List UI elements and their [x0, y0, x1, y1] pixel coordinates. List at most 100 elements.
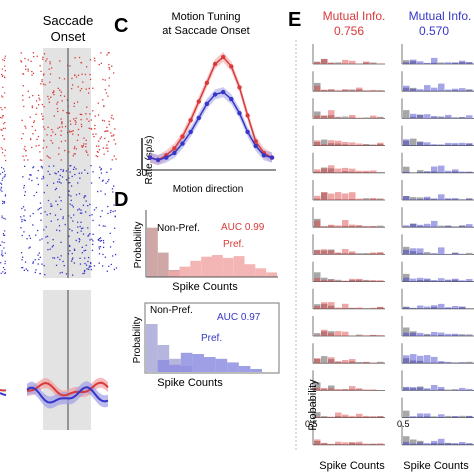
raster-spike	[112, 135, 114, 137]
raster-spike	[3, 176, 5, 178]
raster-spike	[107, 95, 109, 97]
raster-spike	[4, 230, 6, 232]
panel-letter-d: D	[114, 189, 128, 211]
raster-spike	[21, 234, 23, 237]
raster-spike	[54, 188, 57, 191]
mini-bar-pref	[403, 139, 410, 146]
mini-bar-pref	[424, 62, 431, 64]
raster-spike	[29, 237, 32, 239]
raster-spike	[31, 125, 33, 128]
mini-bar-nonpref	[424, 198, 431, 200]
raster-spike	[53, 182, 55, 184]
raster-spike	[80, 209, 82, 211]
mini-bar-nonpref	[377, 90, 384, 92]
raster-spike	[72, 257, 74, 259]
histogram-bar	[147, 227, 158, 277]
mini-bar-pref	[377, 90, 384, 92]
raster-spike	[74, 146, 76, 148]
raster-spike	[27, 90, 29, 92]
raster-spike	[82, 145, 84, 147]
mini-bar-pref	[445, 253, 452, 255]
raster-spike	[57, 127, 59, 129]
raster-spike	[21, 119, 23, 121]
mini-bar-pref	[431, 57, 438, 64]
mini-bar-pref	[452, 143, 459, 146]
mini-bar-nonpref	[459, 199, 466, 200]
raster-spike	[41, 238, 43, 240]
raster-spike	[28, 235, 30, 237]
raster-spike	[2, 152, 4, 154]
mini-bar-nonpref	[342, 116, 349, 119]
mini-bar-pref	[335, 389, 342, 391]
mini-bar-nonpref	[370, 117, 377, 119]
mini-bar-nonpref	[403, 327, 410, 336]
raster-spike	[104, 79, 106, 81]
mini-bar-nonpref	[452, 144, 459, 146]
mini-bar-pref	[321, 417, 328, 418]
raster-spike	[71, 87, 73, 90]
histogram-bar	[168, 271, 180, 277]
raster-spike	[45, 236, 47, 238]
tuning-point	[245, 113, 250, 118]
mini-bar-nonpref	[342, 253, 349, 255]
raster-spike	[51, 67, 53, 69]
mini-bar-pref	[417, 277, 424, 282]
mini-bar-pref	[431, 305, 438, 309]
mini-bar-pref	[342, 331, 349, 336]
raster-spike	[89, 113, 91, 115]
mini-bar-nonpref	[321, 331, 328, 336]
raster-spike	[69, 130, 71, 132]
raster-spike	[84, 195, 87, 197]
raster-spike	[106, 144, 108, 146]
raster-spike	[49, 73, 52, 75]
mini-bar-pref	[342, 59, 349, 64]
raster-spike	[72, 220, 74, 222]
mini-bar-pref	[349, 142, 356, 146]
raster-spike	[60, 241, 62, 243]
mini-bar-nonpref	[452, 226, 459, 228]
raster-spike	[53, 165, 55, 167]
raster-spike	[77, 128, 80, 131]
mini-bar-pref	[363, 280, 370, 282]
raster-spike	[98, 140, 100, 142]
mini-bar-pref	[459, 171, 466, 173]
raster-spike	[41, 167, 43, 169]
mini-bar-pref	[314, 62, 321, 64]
raster-spike	[59, 258, 61, 261]
raster-spike	[111, 159, 113, 161]
mini-bar-nonpref	[445, 172, 452, 173]
mini-bar-nonpref	[356, 253, 363, 255]
mini-bar-pref	[349, 308, 356, 309]
raster-spike	[39, 239, 41, 241]
raster-spike	[92, 133, 94, 135]
raster-spike	[92, 110, 94, 112]
raster-spike	[71, 230, 73, 232]
mini-bar-pref	[370, 335, 377, 336]
mini-bar-pref	[445, 114, 452, 119]
raster-spike	[41, 159, 43, 161]
raster-spike	[51, 142, 54, 144]
raster-spike	[20, 60, 22, 62]
mini-bar-nonpref	[431, 443, 438, 445]
raster-spike	[31, 70, 33, 73]
raster-spike	[103, 153, 105, 155]
mini-bar-pref	[452, 62, 459, 64]
mini-bar-nonpref	[466, 89, 473, 92]
raster-spike	[33, 56, 35, 58]
mini-bar-nonpref	[459, 415, 466, 418]
auc-top-pref: Pref.	[223, 239, 244, 250]
raster-spike	[60, 140, 63, 143]
raster-spike	[1, 68, 3, 70]
raster-spike	[85, 88, 87, 90]
raster-spike	[70, 165, 72, 167]
tuning-point	[188, 129, 193, 135]
raster-spike	[69, 131, 71, 133]
raster-spike	[52, 92, 54, 94]
mini-bar-pref	[342, 249, 349, 255]
raster-spike	[75, 168, 77, 170]
raster-spike	[91, 249, 94, 251]
raster-spike	[43, 265, 45, 267]
mini-bar-nonpref	[377, 225, 384, 228]
raster-spike	[100, 169, 102, 171]
